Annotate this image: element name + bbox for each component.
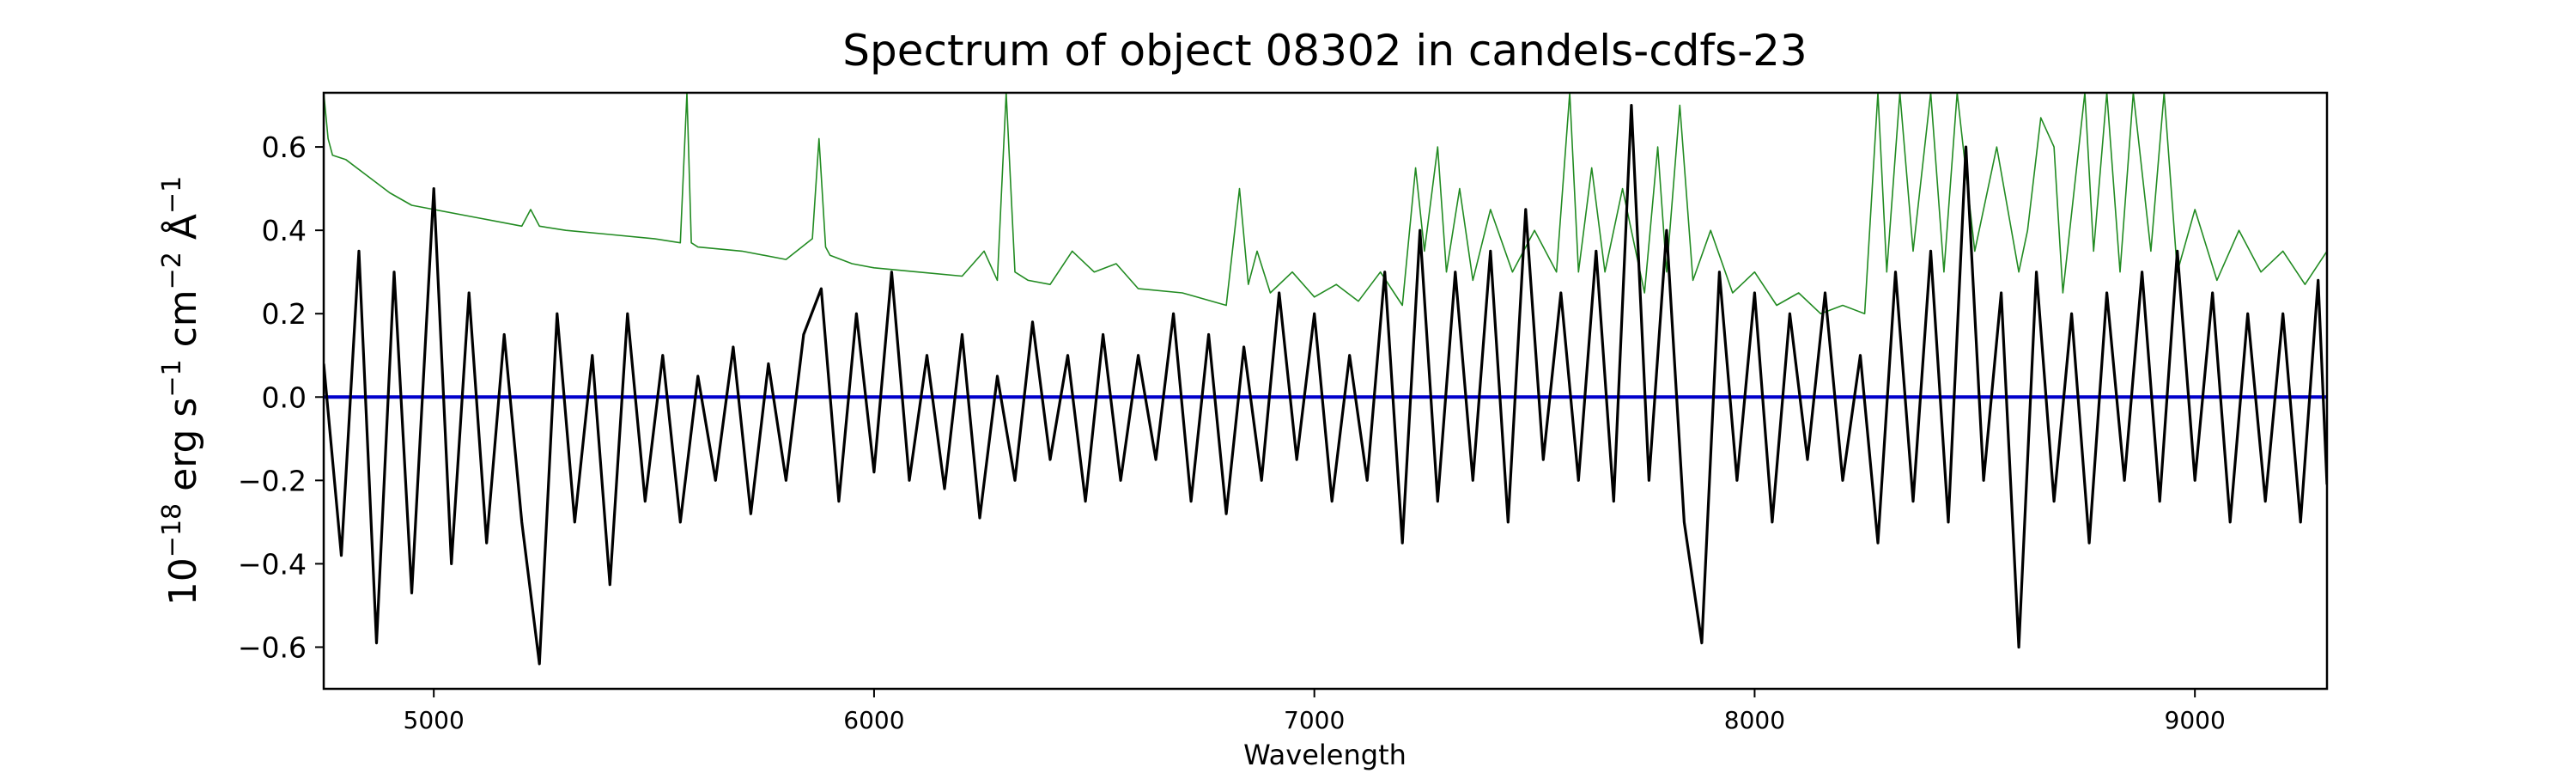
y-label-unit3: Å	[160, 214, 205, 252]
y-tick-label: −0.4	[238, 547, 307, 581]
y-axis-ticks: −0.6 −0.4 −0.2 0.0 0.2 0.4 0.6	[238, 131, 324, 664]
x-axis-label: Wavelength	[1243, 739, 1406, 771]
y-tick-label: −0.6	[238, 630, 307, 664]
series-layer	[324, 93, 2327, 666]
y-label-exp4: −1	[157, 176, 187, 214]
x-tick-label: 6000	[843, 706, 904, 734]
y-label-exp3: −2	[157, 252, 187, 289]
series-flux-line	[324, 103, 2327, 666]
y-axis-label: 10−18 erg s−1 cm−2 Å−1	[157, 176, 205, 606]
series-error-line	[324, 93, 2327, 315]
axes-frame	[322, 91, 2329, 691]
x-tick-label: 5000	[404, 706, 465, 734]
plot-area	[322, 91, 2329, 691]
x-axis-ticks: 5000 6000 7000 8000 9000	[404, 689, 2226, 734]
y-label-exp1: −18	[157, 503, 187, 557]
y-label-exp2: −1	[157, 359, 187, 397]
x-tick-label: 7000	[1284, 706, 1345, 734]
y-label-unit1: erg s	[161, 398, 205, 503]
y-label-unit2: cm	[161, 289, 205, 359]
y-tick-label: 0.0	[262, 380, 307, 414]
y-tick-label: 0.6	[262, 131, 307, 164]
y-tick-label: 0.2	[262, 297, 307, 331]
y-tick-label: 0.4	[262, 214, 307, 247]
y-tick-label: −0.2	[238, 464, 307, 497]
chart-title: Spectrum of object 08302 in candels-cdfs…	[842, 26, 1807, 76]
x-tick-label: 9000	[2165, 706, 2226, 734]
y-label-base: 10	[161, 557, 205, 606]
x-tick-label: 8000	[1724, 706, 1785, 734]
